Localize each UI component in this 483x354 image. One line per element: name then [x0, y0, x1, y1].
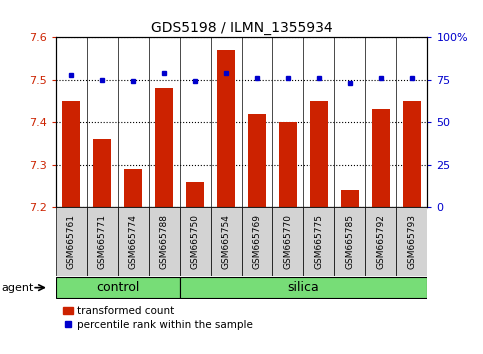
Bar: [403, 101, 421, 207]
Text: GSM665754: GSM665754: [222, 214, 230, 269]
FancyBboxPatch shape: [272, 207, 303, 276]
FancyBboxPatch shape: [242, 207, 272, 276]
FancyBboxPatch shape: [211, 207, 242, 276]
Bar: [93, 139, 112, 207]
Text: agent: agent: [1, 282, 33, 293]
Text: GSM665785: GSM665785: [345, 214, 355, 269]
Bar: [124, 169, 142, 207]
Text: GSM665792: GSM665792: [376, 214, 385, 269]
FancyBboxPatch shape: [366, 207, 397, 276]
FancyBboxPatch shape: [56, 207, 86, 276]
Bar: [180, 277, 427, 298]
FancyBboxPatch shape: [86, 207, 117, 276]
Bar: [372, 109, 390, 207]
Text: control: control: [96, 281, 139, 294]
Bar: [186, 182, 204, 207]
Text: GSM665793: GSM665793: [408, 214, 416, 269]
Text: GSM665761: GSM665761: [67, 214, 75, 269]
Text: GSM665788: GSM665788: [159, 214, 169, 269]
Text: GSM665769: GSM665769: [253, 214, 261, 269]
Text: GSM665774: GSM665774: [128, 214, 138, 269]
Bar: [62, 101, 80, 207]
Bar: [155, 88, 173, 207]
Title: GDS5198 / ILMN_1355934: GDS5198 / ILMN_1355934: [151, 21, 332, 35]
FancyBboxPatch shape: [149, 207, 180, 276]
FancyBboxPatch shape: [334, 207, 366, 276]
Bar: [310, 101, 328, 207]
Bar: [279, 122, 297, 207]
Bar: [56, 277, 180, 298]
Text: GSM665771: GSM665771: [98, 214, 107, 269]
Bar: [341, 190, 359, 207]
FancyBboxPatch shape: [180, 207, 211, 276]
FancyBboxPatch shape: [117, 207, 149, 276]
Legend: transformed count, percentile rank within the sample: transformed count, percentile rank withi…: [61, 304, 256, 332]
Text: silica: silica: [287, 281, 319, 294]
Text: GSM665770: GSM665770: [284, 214, 293, 269]
FancyBboxPatch shape: [397, 207, 427, 276]
Bar: [217, 50, 235, 207]
FancyBboxPatch shape: [303, 207, 334, 276]
Bar: [248, 114, 266, 207]
Text: GSM665775: GSM665775: [314, 214, 324, 269]
Text: GSM665750: GSM665750: [190, 214, 199, 269]
